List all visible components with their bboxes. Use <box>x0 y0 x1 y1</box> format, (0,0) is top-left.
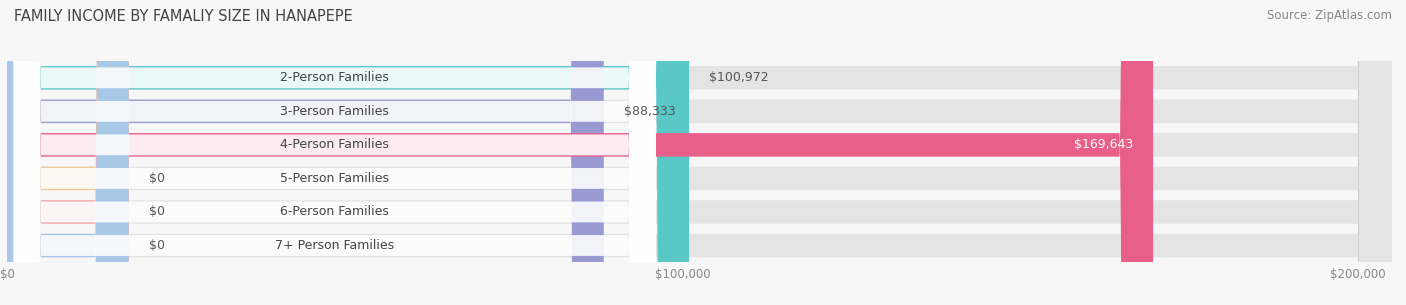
Text: 7+ Person Families: 7+ Person Families <box>276 239 394 252</box>
FancyBboxPatch shape <box>7 0 1392 305</box>
FancyBboxPatch shape <box>7 0 128 305</box>
FancyBboxPatch shape <box>14 0 655 305</box>
Text: Source: ZipAtlas.com: Source: ZipAtlas.com <box>1267 9 1392 22</box>
Text: 5-Person Families: 5-Person Families <box>280 172 389 185</box>
FancyBboxPatch shape <box>7 0 689 305</box>
Text: 4-Person Families: 4-Person Families <box>280 138 389 151</box>
FancyBboxPatch shape <box>14 0 655 305</box>
FancyBboxPatch shape <box>7 0 128 305</box>
FancyBboxPatch shape <box>7 0 1392 305</box>
FancyBboxPatch shape <box>14 0 655 305</box>
FancyBboxPatch shape <box>14 0 655 305</box>
FancyBboxPatch shape <box>7 0 128 305</box>
FancyBboxPatch shape <box>7 0 1153 305</box>
Text: $88,333: $88,333 <box>624 105 676 118</box>
FancyBboxPatch shape <box>14 0 655 305</box>
Text: $0: $0 <box>149 239 165 252</box>
Text: 6-Person Families: 6-Person Families <box>280 206 389 218</box>
FancyBboxPatch shape <box>7 0 1392 305</box>
FancyBboxPatch shape <box>7 0 1392 305</box>
Text: FAMILY INCOME BY FAMALIY SIZE IN HANAPEPE: FAMILY INCOME BY FAMALIY SIZE IN HANAPEP… <box>14 9 353 24</box>
FancyBboxPatch shape <box>7 0 1392 305</box>
Text: $169,643: $169,643 <box>1074 138 1133 151</box>
Text: $100,972: $100,972 <box>710 71 769 84</box>
Text: $0: $0 <box>149 172 165 185</box>
FancyBboxPatch shape <box>7 0 603 305</box>
FancyBboxPatch shape <box>14 0 655 305</box>
Text: 3-Person Families: 3-Person Families <box>280 105 389 118</box>
Text: $0: $0 <box>149 206 165 218</box>
FancyBboxPatch shape <box>7 0 1392 305</box>
Text: 2-Person Families: 2-Person Families <box>280 71 389 84</box>
